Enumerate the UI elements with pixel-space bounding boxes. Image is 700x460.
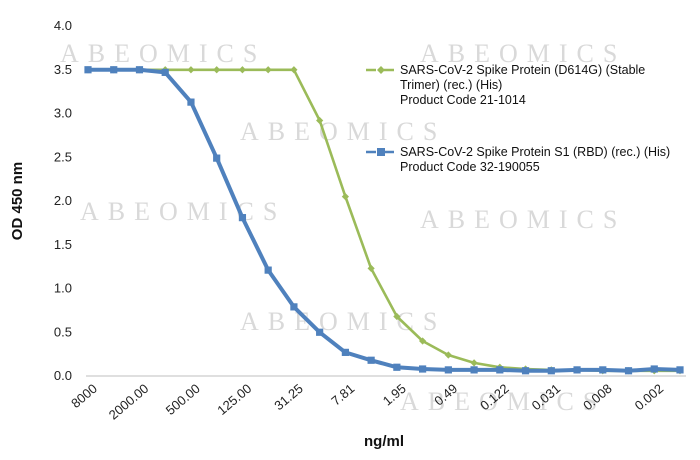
x-tick-label: 7.81 (328, 381, 357, 409)
data-point (676, 366, 684, 374)
data-point (521, 367, 530, 375)
legend-label: SARS-CoV-2 Spike Protein S1 (RBD) (rec.)… (400, 145, 670, 159)
y-tick-label: 3.0 (54, 106, 72, 121)
x-tick-label: 500.00 (163, 381, 203, 418)
data-point (84, 66, 92, 74)
x-tick-label: 125.00 (214, 381, 254, 418)
legend-item-1: SARS-CoV-2 Spike Protein (D614G) (Stable… (366, 63, 645, 107)
watermark-text: ABEOMICS (420, 205, 626, 234)
data-point (650, 365, 658, 373)
y-axis-label: OD 450 nm (9, 162, 26, 240)
legend-product-code: Product Code 32-190055 (400, 160, 540, 174)
series-line (88, 67, 681, 373)
x-axis-label: ng/ml (364, 433, 404, 450)
y-tick-label: 0.0 (54, 368, 72, 383)
data-point (444, 366, 452, 374)
legend-marker (377, 66, 385, 74)
data-point (573, 366, 581, 374)
data-point (316, 116, 324, 125)
data-point (470, 366, 478, 374)
watermark-layer: ABEOMICS ABEOMICS ABEOMICS ABEOMICS ABEOMICS… (60, 39, 626, 416)
data-point (444, 351, 452, 359)
y-axis-ticks: 0.0 0.5 1.0 1.5 2.0 2.5 3.0 3.5 4.0 (54, 18, 72, 383)
legend-item-2: SARS-CoV-2 Spike Protein S1 (RBD) (rec.)… (366, 145, 670, 174)
data-point (393, 363, 401, 371)
data-point (341, 348, 349, 356)
x-tick-label: 2000.00 (106, 381, 152, 423)
data-point (187, 66, 195, 74)
x-tick-label: 31.25 (271, 381, 306, 413)
data-point (110, 66, 118, 74)
data-point (599, 366, 607, 374)
data-point (496, 366, 504, 374)
data-point (419, 365, 427, 373)
data-point (213, 154, 221, 162)
data-point (264, 266, 272, 274)
series-layer (84, 66, 684, 375)
data-point (290, 303, 298, 311)
data-point (367, 356, 375, 364)
data-point (393, 312, 401, 321)
legend-marker (377, 148, 385, 156)
data-point (419, 337, 427, 345)
data-point (290, 66, 298, 74)
data-point (624, 367, 633, 375)
data-point (187, 98, 195, 106)
y-tick-label: 4.0 (54, 18, 72, 33)
data-point (213, 66, 221, 74)
watermark-text: ABEOMICS (80, 197, 286, 226)
watermark-text: ABEOMICS (60, 39, 266, 68)
data-point (470, 359, 478, 367)
y-tick-label: 3.5 (54, 62, 72, 77)
y-tick-label: 1.0 (54, 281, 72, 296)
legend-product-code: Product Code 21-1014 (400, 93, 526, 107)
data-point (135, 66, 144, 74)
data-point (238, 66, 247, 74)
data-point (367, 264, 375, 272)
series-2 (84, 66, 684, 375)
y-tick-label: 0.5 (54, 324, 72, 339)
data-point (161, 68, 169, 76)
y-tick-label: 2.0 (54, 193, 72, 208)
x-tick-label: 8000 (68, 381, 100, 411)
y-tick-label: 1.5 (54, 237, 72, 252)
x-tick-label: 0.002 (632, 381, 667, 413)
y-tick-label: 2.5 (54, 149, 72, 164)
watermark-text: ABEOMICS (400, 387, 606, 416)
legend: SARS-CoV-2 Spike Protein (D614G) (Stable… (366, 63, 670, 174)
watermark-text: ABEOMICS (420, 39, 626, 68)
legend-label: SARS-CoV-2 Spike Protein (D614G) (Stable… (400, 63, 645, 92)
data-point (316, 328, 324, 336)
data-point (238, 214, 247, 222)
watermark-text: ABEOMICS (240, 117, 446, 146)
data-point (547, 367, 555, 375)
data-point (264, 66, 272, 74)
watermark-text: ABEOMICS (240, 307, 446, 336)
data-point (341, 193, 349, 201)
